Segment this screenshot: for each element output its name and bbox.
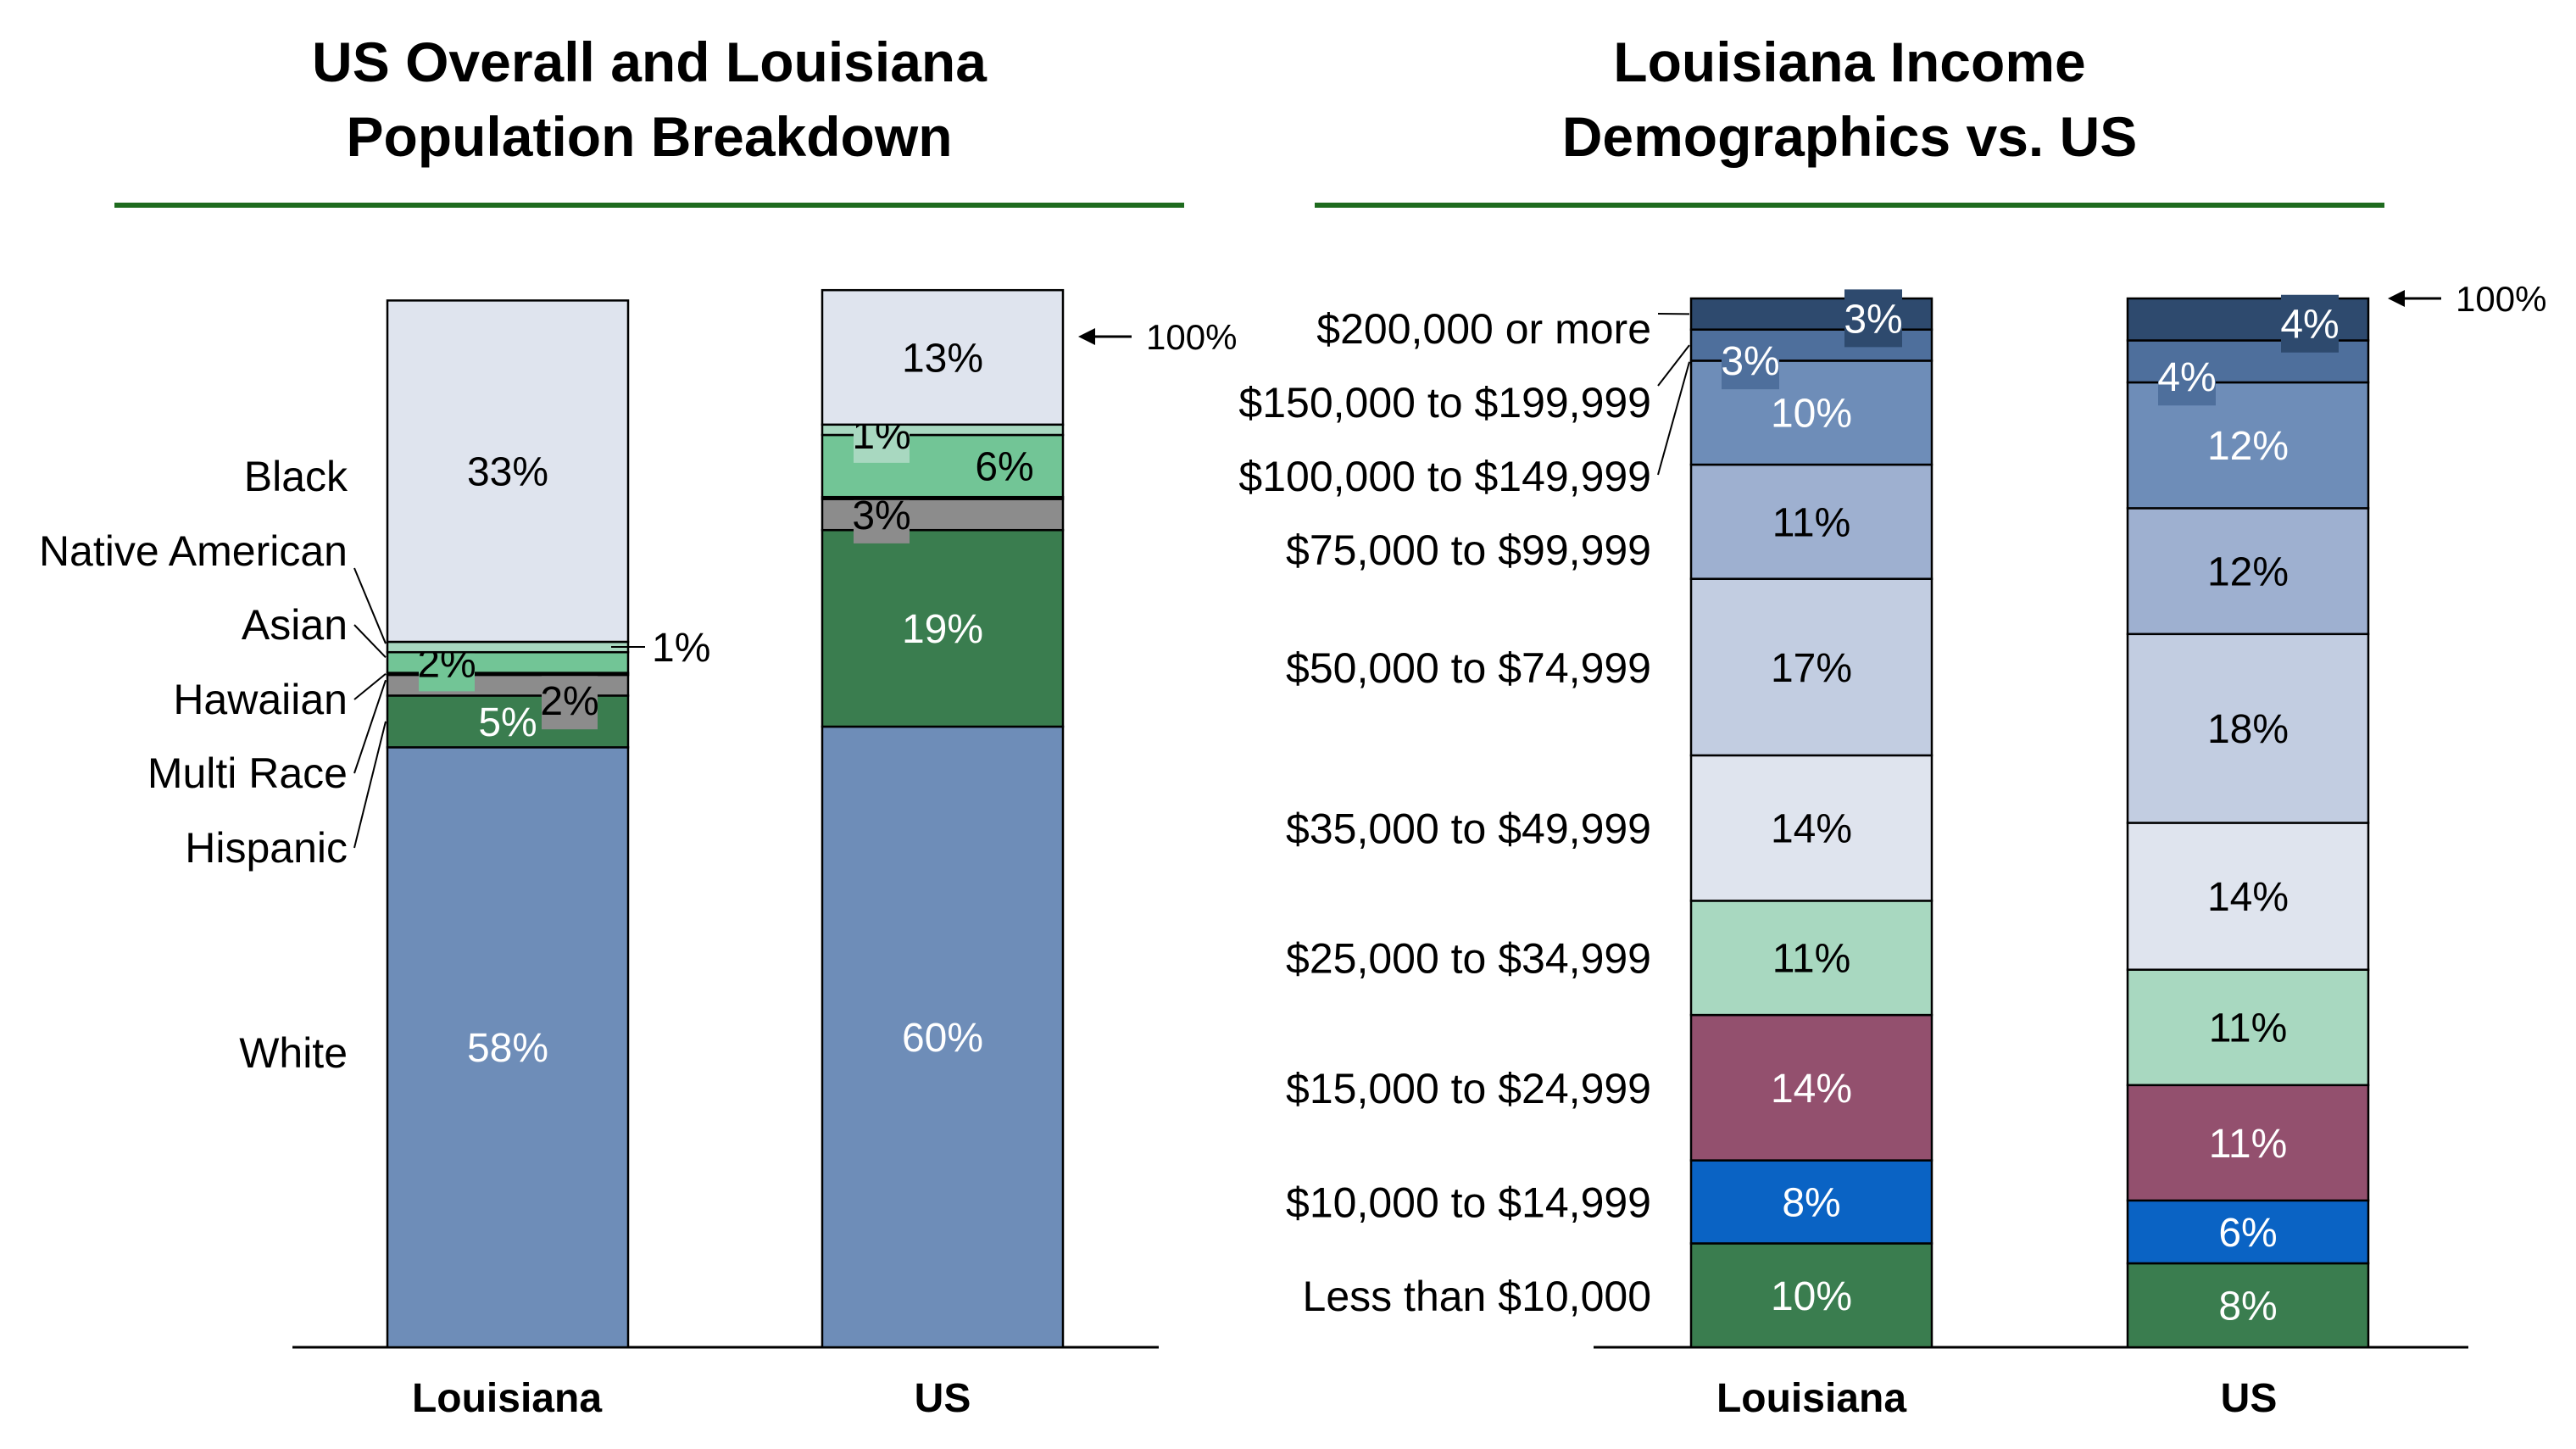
left-category-us: US	[915, 1376, 971, 1421]
right-series-labels: Less than $10,000 $10,000 to $14,999 $15,0…	[1238, 305, 1690, 1320]
left-label-box-louisiana-multi-race	[542, 672, 598, 730]
right-label-louisiana-6: 11%	[1772, 500, 1851, 545]
right-100-label: 100%	[2456, 279, 2546, 319]
right-legend-bracket-9: $200,000 or more	[1316, 305, 1651, 353]
right-label-louisiana-5: 17%	[1771, 646, 1852, 691]
right-label-louisiana-1: 8%	[1782, 1181, 1840, 1226]
left-label-us-white: 60%	[902, 1016, 983, 1061]
left-chart-title-line-2: Population Breakdown	[346, 105, 952, 168]
left-bar-us-white	[821, 725, 1065, 1349]
left-label-us-multi-race: 3%	[852, 493, 910, 538]
left-100-annotation: 100%	[1078, 317, 1237, 357]
right-legend-bracket-1: $10,000 to $14,999	[1286, 1179, 1651, 1227]
right-chart-title-line-2: Demographics vs. US	[1562, 105, 2138, 168]
right-legend-bracket-3: $25,000 to $34,999	[1286, 935, 1651, 983]
left-label-us-black: 13%	[902, 336, 983, 381]
right-label-us-4: 14%	[2207, 875, 2289, 920]
right-100-annotation: 100%	[2388, 279, 2546, 319]
right-100-arrowhead	[2388, 290, 2405, 307]
right-bar-us-5	[2126, 633, 2370, 824]
right-label-louisiana-8: 3%	[1721, 339, 1779, 384]
right-legend-leader-2	[1657, 361, 1690, 476]
left-legend-leader-hispanic	[353, 721, 387, 849]
right-bar-louisiana-4	[1689, 754, 1933, 902]
right-bar-louisiana-2	[1689, 1013, 1933, 1162]
right-bar-louisiana-3	[1689, 900, 1933, 1017]
right-label-box-us-8	[2158, 348, 2216, 406]
left-legend-leader-native-american	[353, 567, 387, 644]
right-category-louisiana: Louisiana	[1716, 1376, 1906, 1421]
right-label-us-2: 11%	[2209, 1122, 2288, 1167]
left-legend-multi-race: Multi Race	[147, 750, 348, 797]
right-label-us-1: 6%	[2218, 1211, 2277, 1256]
right-label-us-9: 4%	[2280, 303, 2339, 348]
left-label-louisiana-hispanic: 5%	[478, 700, 537, 745]
right-label-us-6: 12%	[2207, 550, 2289, 595]
right-label-louisiana-0: 10%	[1771, 1274, 1852, 1319]
right-label-us-7: 12%	[2207, 424, 2289, 469]
left-label-louisiana-white: 58%	[467, 1026, 548, 1071]
right-bar-us-6	[2126, 507, 2370, 636]
right-bars-group: 10% 8% 14% 11% 14% 17% 11% 10% 3% 3% 8% 6% 11% 11% 14%…	[1689, 289, 2370, 1349]
right-label-louisiana-3: 11%	[1772, 937, 1851, 982]
left-chart-title-line-1: US Overall and Louisiana	[312, 31, 988, 93]
right-legend-bracket-2: $15,000 to $24,999	[1286, 1065, 1651, 1112]
left-bar-us-hispanic	[821, 528, 1065, 728]
right-label-us-5: 18%	[2207, 707, 2289, 752]
left-legend-native-american: Native American	[39, 527, 348, 575]
right-bar-louisiana-0	[1689, 1242, 1933, 1349]
right-label-box-louisiana-8	[1722, 332, 1779, 390]
left-label-louisiana-multi-race: 2%	[540, 679, 598, 724]
right-label-us-8: 4%	[2157, 355, 2216, 400]
right-bar-louisiana-5	[1689, 577, 1933, 757]
left-bar-us-black	[821, 288, 1065, 426]
left-legend-hispanic: Hispanic	[185, 824, 348, 872]
right-legend-bracket-8: $150,000 to $199,999	[1238, 379, 1651, 426]
left-bar-louisiana-native-american	[386, 640, 630, 654]
right-legend-leader-1	[1657, 344, 1690, 387]
right-bar-us-2	[2126, 1084, 2370, 1202]
right-label-louisiana-7: 10%	[1771, 392, 1852, 437]
right-label-louisiana-9: 3%	[1844, 297, 1902, 342]
right-chart-title-line-1: Louisiana Income	[1613, 31, 2085, 93]
right-label-us-3: 11%	[2209, 1006, 2288, 1051]
left-category-louisiana: Louisiana	[412, 1376, 602, 1421]
right-legend-bracket-4: $35,000 to $49,999	[1286, 805, 1651, 853]
right-bar-us-7	[2126, 381, 2370, 510]
left-legend-hawaiian: Hawaiian	[173, 676, 348, 723]
right-label-box-louisiana-9	[1844, 289, 1902, 348]
right-bar-louisiana-1	[1689, 1159, 1933, 1245]
right-legend-bracket-7: $100,000 to $149,999	[1238, 453, 1651, 500]
right-label-louisiana-2: 14%	[1771, 1067, 1852, 1112]
left-legend-leader-asian	[353, 624, 387, 659]
right-label-us-0: 8%	[2218, 1285, 2277, 1329]
left-legend-black: Black	[244, 453, 348, 500]
left-100-arrowhead	[1078, 328, 1095, 345]
left-label-us-hispanic: 19%	[902, 607, 983, 652]
left-label-louisiana-black: 33%	[467, 450, 548, 495]
left-legend-white: White	[239, 1029, 348, 1077]
left-100-label: 100%	[1146, 317, 1237, 357]
right-legend-bracket-5: $50,000 to $74,999	[1286, 644, 1651, 692]
right-legend-bracket-6: $75,000 to $99,999	[1286, 527, 1651, 574]
right-bar-us-1	[2126, 1199, 2370, 1265]
left-series-labels: White Hispanic Multi Race Hawaiian Asian Nati…	[39, 453, 387, 1077]
left-bar-louisiana-black	[386, 299, 630, 644]
right-legend-bracket-0: Less than $10,000	[1303, 1273, 1651, 1320]
left-legend-leader-hawaiian	[353, 673, 387, 700]
right-bar-us-3	[2126, 968, 2370, 1087]
left-label-us-asian: 6%	[975, 445, 1033, 490]
right-category-us: US	[2221, 1376, 2278, 1421]
right-bar-us-0	[2126, 1262, 2370, 1349]
right-label-louisiana-4: 14%	[1771, 807, 1852, 852]
left-legend-leader-multi-race	[353, 679, 387, 774]
left-label-louisiana-native-american: 1%	[652, 626, 710, 671]
right-label-box-us-9	[2281, 294, 2339, 353]
left-bars-group: 58%5% 2%2% 1%33%60%19%3%6%1%13%	[386, 288, 1065, 1349]
right-bar-louisiana-6	[1689, 463, 1933, 580]
left-bar-louisiana-white	[386, 746, 630, 1349]
left-legend-asian: Asian	[242, 601, 348, 649]
left-label-box-us-asian	[976, 437, 1032, 495]
